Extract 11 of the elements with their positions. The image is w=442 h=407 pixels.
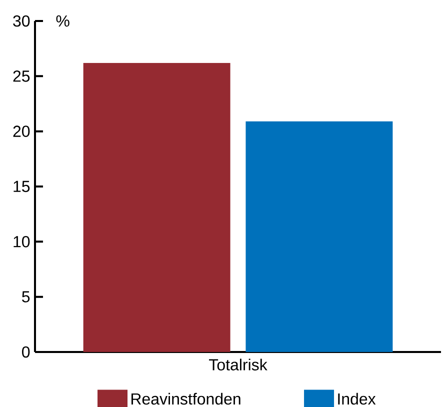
legend-label: Index (338, 392, 376, 405)
legend-label: Reavinstfonden (131, 392, 240, 405)
x-tick-label: Totalrisk (209, 358, 268, 370)
y-tick-label: 30 (13, 15, 30, 27)
y-tick-label: 5 (22, 291, 30, 302)
y-tick-label: 15 (14, 180, 30, 192)
y-axis-title: % (56, 15, 70, 27)
y-tick-label: 25 (13, 70, 30, 82)
y-tick-label: 0 (22, 346, 30, 358)
y-tick-label: 10 (14, 236, 30, 248)
y-tick-label: 20 (13, 126, 30, 137)
